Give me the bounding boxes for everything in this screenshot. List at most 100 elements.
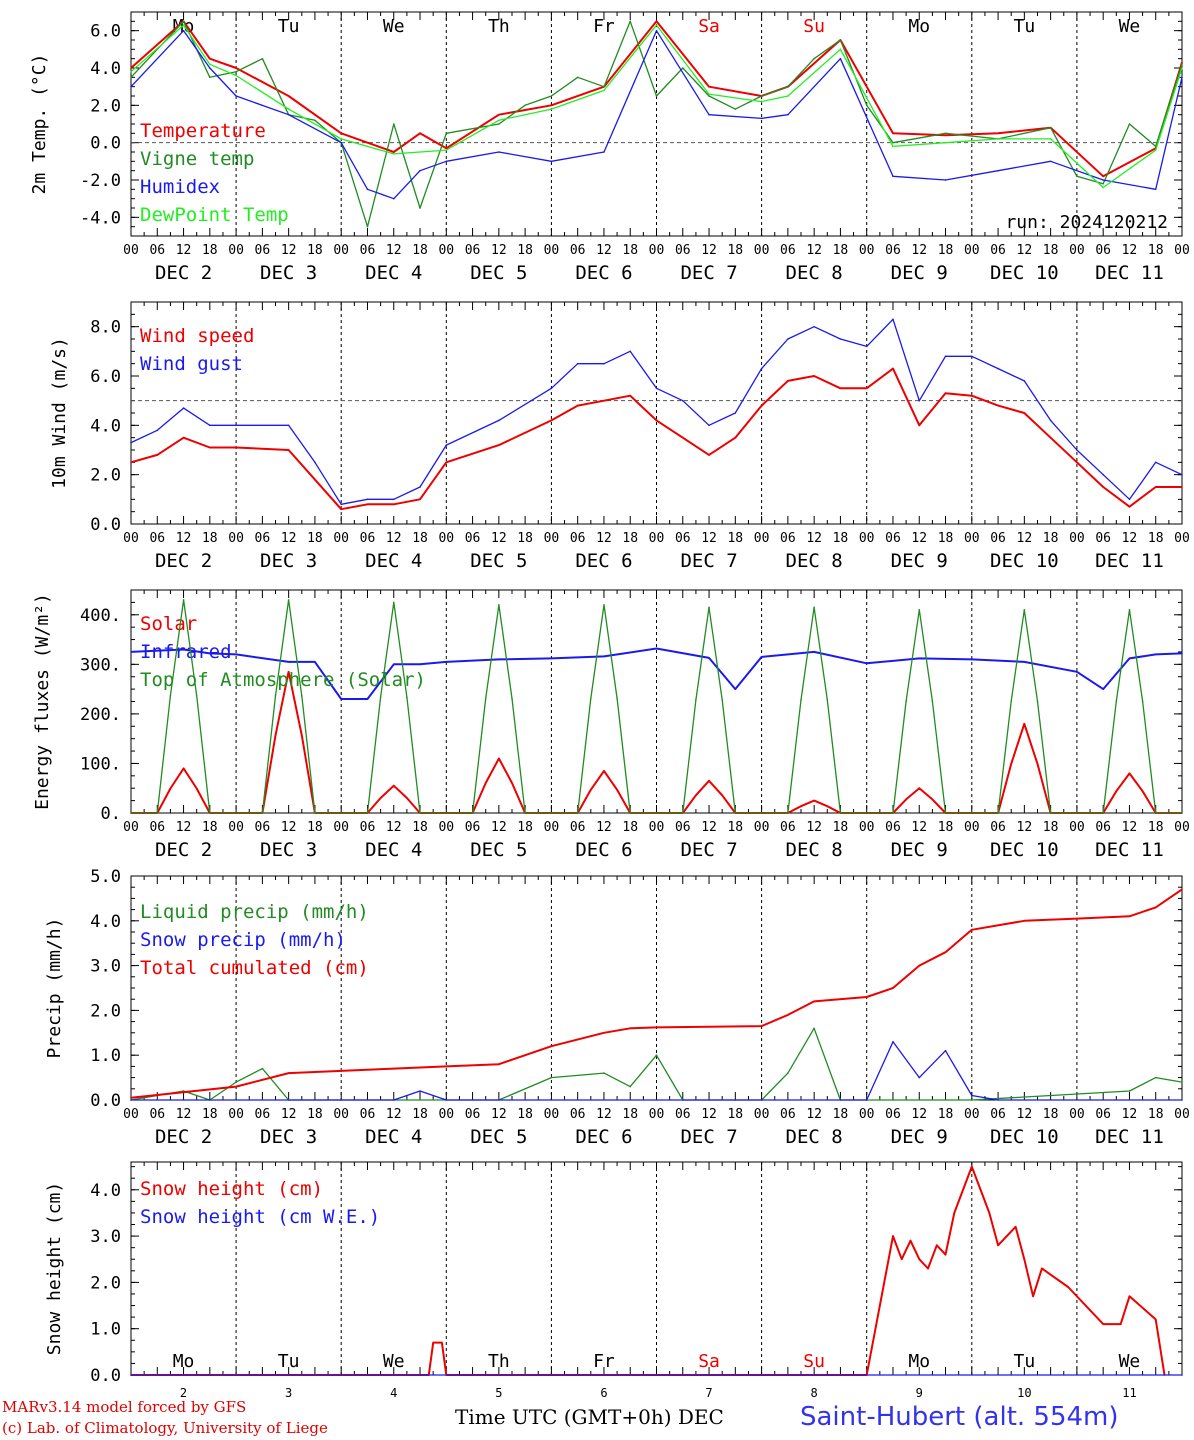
- hour-label: 00: [438, 531, 454, 546]
- weekday-label: Mo: [908, 1351, 930, 1372]
- legend-entry: Temperature: [140, 120, 266, 142]
- y-tick-label: 2.0: [90, 1273, 121, 1293]
- hour-label: 12: [596, 820, 612, 835]
- date-label: DEC 2: [155, 262, 212, 284]
- data-point: [944, 392, 947, 395]
- weekday-label: Fr: [593, 16, 615, 37]
- data-point: [813, 1027, 815, 1030]
- data-point: [590, 697, 592, 700]
- run-annotation: run: 2024120212: [1005, 212, 1168, 233]
- data-point: [787, 338, 789, 340]
- data-point: [1023, 723, 1026, 725]
- hour-label: 06: [885, 820, 901, 835]
- data-point: [379, 797, 382, 799]
- date-label: DEC 5: [470, 1126, 527, 1148]
- data-point: [655, 1054, 658, 1056]
- data-point: [603, 85, 605, 88]
- hour-label: 18: [938, 1107, 954, 1122]
- data-point: [918, 424, 921, 427]
- hour-label: 00: [754, 1107, 770, 1122]
- data-point: [655, 647, 658, 650]
- data-point: [314, 812, 316, 814]
- hour-label: 18: [202, 531, 218, 546]
- data-point: [1023, 1258, 1026, 1260]
- data-point: [314, 478, 316, 481]
- panel-4: 5.0 4.0 3.0 2.0 1.0 0.0 Precip (mm/h) 00 06 12 18 0…: [44, 867, 1190, 1148]
- weekday-label: Mo: [908, 16, 930, 37]
- data-point: [590, 789, 592, 791]
- hour-label: 00: [1174, 1107, 1190, 1122]
- data-point: [182, 767, 185, 770]
- data-point: [550, 1045, 553, 1047]
- day-number-label: 6: [600, 1386, 607, 1400]
- data-point: [209, 812, 211, 814]
- data-point: [1154, 812, 1157, 814]
- data-point: [445, 444, 448, 446]
- data-point: [498, 658, 500, 661]
- data-point: [235, 1085, 237, 1088]
- weekday-label: We: [383, 16, 405, 37]
- data-point: [839, 57, 842, 60]
- data-point: [892, 145, 894, 148]
- data-point: [576, 404, 579, 407]
- data-point: [366, 188, 369, 191]
- hour-label: 12: [176, 820, 192, 835]
- day-number-label: 2: [180, 1386, 187, 1400]
- day-number-label: 7: [705, 1386, 712, 1400]
- data-point: [944, 132, 947, 135]
- weekday-label: We: [383, 1351, 405, 1372]
- data-point: [1154, 653, 1157, 656]
- hour-label: 12: [911, 531, 927, 546]
- hour-label: 18: [622, 243, 638, 258]
- legend-entry: Wind gust: [140, 353, 243, 375]
- data-point: [406, 696, 408, 698]
- hour-label: 06: [255, 1107, 271, 1122]
- data-point: [708, 95, 710, 97]
- data-point: [1181, 61, 1183, 64]
- data-point: [1102, 182, 1104, 185]
- y-tick-label: 0.0: [90, 134, 121, 154]
- hour-label: 06: [780, 820, 796, 835]
- data-point: [366, 698, 369, 700]
- model-credit: MARv3.14 model forced by GFS: [2, 1398, 247, 1416]
- data-point: [274, 695, 277, 697]
- data-point: [1049, 436, 1052, 439]
- data-point: [340, 138, 343, 140]
- hour-label: 12: [386, 820, 402, 835]
- data-point: [997, 367, 999, 370]
- data-point: [1023, 661, 1026, 663]
- data-point: [603, 770, 605, 772]
- data-point: [287, 449, 290, 451]
- hour-label: 06: [360, 820, 376, 835]
- data-point: [235, 67, 237, 69]
- data-point: [734, 436, 737, 439]
- data-point: [576, 76, 579, 79]
- data-point: [892, 1099, 894, 1101]
- data-point: [1036, 700, 1039, 703]
- hour-label: 12: [701, 531, 717, 546]
- data-point: [1181, 67, 1183, 69]
- data-point: [1102, 175, 1104, 178]
- hour-label: 06: [990, 820, 1006, 835]
- data-point: [393, 153, 395, 155]
- hour-label: 12: [1122, 531, 1138, 546]
- date-label: DEC 9: [891, 839, 948, 861]
- data-point: [1128, 915, 1131, 918]
- data-point: [1154, 906, 1157, 909]
- data-point: [235, 1081, 237, 1083]
- hour-label: 12: [1122, 243, 1138, 258]
- data-point: [156, 812, 159, 814]
- date-label: DEC 2: [155, 1126, 212, 1148]
- data-point: [498, 123, 500, 125]
- data-point: [1102, 486, 1104, 488]
- data-point: [340, 132, 343, 135]
- hour-label: 06: [990, 243, 1006, 258]
- data-point: [1010, 763, 1012, 765]
- hour-label: 12: [1017, 820, 1033, 835]
- data-point: [839, 338, 842, 340]
- y-tick-label: 0.0: [90, 515, 121, 535]
- data-point: [1023, 920, 1026, 922]
- hour-label: 18: [412, 1107, 428, 1122]
- hour-label: 18: [727, 1107, 743, 1122]
- y-axis-label: 10m Wind (m/s): [49, 337, 70, 489]
